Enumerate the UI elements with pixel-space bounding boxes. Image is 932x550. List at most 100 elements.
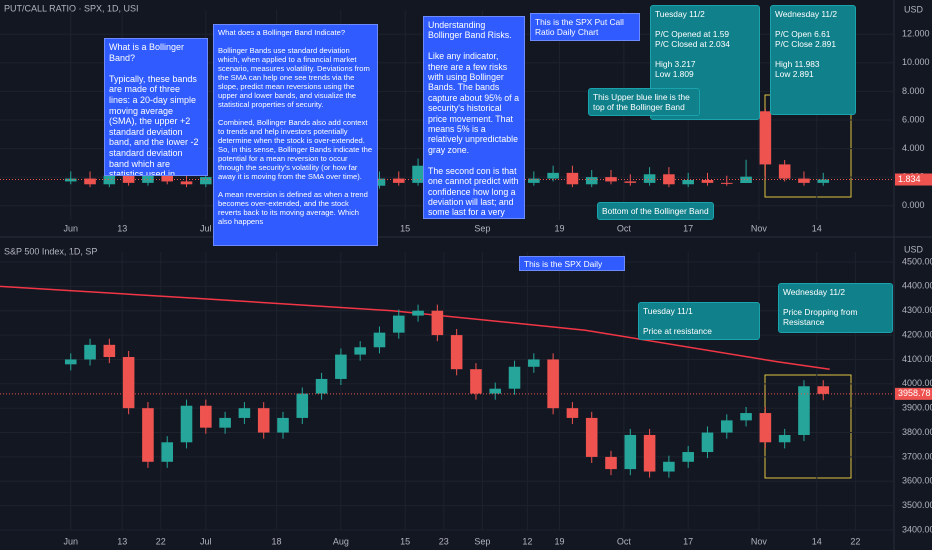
x-tick-label: 13	[117, 536, 127, 546]
x-tick-label: Jul	[200, 536, 212, 546]
x-tick-label: 22	[850, 536, 860, 546]
y-tick-label: 4500.00	[902, 256, 932, 266]
x-tick-label: 18	[272, 536, 282, 546]
candle-body	[142, 408, 154, 462]
candle-body	[663, 461, 675, 472]
candle-body	[470, 369, 482, 394]
candle-body	[64, 359, 77, 365]
candle-body	[161, 171, 174, 182]
x-tick-label: 14	[812, 536, 822, 546]
y-tick-label: 8.000	[902, 86, 925, 96]
candle-body	[682, 452, 694, 462]
candle-body	[373, 178, 386, 186]
x-tick-label: Nov	[751, 223, 768, 233]
x-tick-label: Jul	[200, 223, 212, 233]
candle-body	[817, 386, 830, 394]
x-tick-label: Oct	[617, 536, 632, 546]
candle-body	[720, 420, 733, 433]
candle-body	[682, 180, 694, 185]
candle-body	[643, 174, 656, 183]
x-tick-label: 23	[439, 536, 449, 546]
candle-body	[180, 181, 193, 185]
y-tick-label: 4000.00	[902, 378, 932, 388]
y-tick-label: 12.000	[902, 29, 930, 39]
candle-body	[84, 178, 96, 185]
candle-body	[547, 172, 559, 179]
y-tick-label: 3500.00	[902, 500, 932, 510]
x-tick-label: 15	[400, 223, 410, 233]
y-tick-label: 3700.00	[902, 451, 932, 461]
candle-body	[103, 344, 116, 358]
candle-body	[585, 177, 598, 185]
candle-body	[798, 386, 810, 435]
x-tick-label: Oct	[617, 223, 632, 233]
annotation: What is a Bollinger Band? Typically, the…	[104, 38, 208, 176]
y-tick-label: 10.000	[902, 57, 930, 67]
last-price-tag	[895, 173, 932, 186]
x-tick-label: 19	[555, 536, 565, 546]
candle-body	[431, 310, 444, 336]
candle-body	[740, 176, 752, 183]
pane-title: PUT/CALL RATIO · SPX, 1D, USI	[4, 3, 139, 13]
candle-body	[566, 408, 579, 418]
candle-body	[200, 177, 212, 185]
y-tick-label: 4200.00	[902, 329, 932, 339]
candle-body	[238, 408, 251, 418]
candle-body	[412, 165, 424, 183]
candle-body	[585, 417, 598, 457]
last-price-tag	[895, 387, 932, 400]
x-tick-label: 15	[400, 536, 410, 546]
candle-body	[84, 344, 96, 360]
x-tick-label: 17	[683, 536, 693, 546]
candle-body	[354, 347, 366, 355]
candle-body	[624, 181, 637, 183]
y-tick-label: 4100.00	[902, 354, 932, 364]
annotation: Bottom of the Bollinger Band	[597, 202, 714, 220]
moving-average	[0, 285, 830, 370]
candle-body	[508, 366, 521, 389]
x-tick-label: 22	[156, 536, 166, 546]
candle-body	[778, 434, 791, 443]
candle-body	[605, 177, 617, 182]
annotation: Wednesday 11/2 Price Dropping from Resis…	[778, 283, 893, 333]
candle-body	[489, 388, 502, 394]
candle-body	[335, 354, 347, 379]
candle-body	[740, 413, 752, 421]
y-tick-label: 4300.00	[902, 305, 932, 315]
y-tick-label: 3600.00	[902, 476, 932, 486]
candle-body	[759, 111, 772, 165]
x-tick-label: Jun	[63, 536, 78, 546]
y-tick-label: 4.000	[902, 143, 925, 153]
candle-body	[817, 179, 830, 183]
annotation: This is the SPX Put Call Ratio Daily Cha…	[530, 13, 640, 41]
candle-body	[778, 164, 791, 179]
annotation: What does a Bollinger Band Indicate? Bol…	[213, 24, 378, 246]
y-tick-label: 6.000	[902, 114, 925, 124]
candle-body	[798, 178, 810, 183]
candle-body	[547, 359, 559, 409]
candle-body	[122, 357, 135, 409]
candle-body	[450, 335, 463, 370]
x-tick-label: 12	[522, 536, 532, 546]
candle-body	[142, 171, 154, 183]
candle-body	[296, 393, 309, 418]
candle-body	[720, 182, 733, 184]
y-tick-label: 0.000	[902, 200, 925, 210]
y-tick-label: 3400.00	[902, 524, 932, 534]
x-tick-label: 14	[812, 223, 822, 233]
candle-body	[528, 178, 540, 183]
candle-body	[180, 405, 193, 443]
candle-body	[257, 408, 270, 433]
annotation: Understanding Bollinger Band Risks. Like…	[423, 16, 525, 219]
x-tick-label: Jun	[63, 223, 78, 233]
annotation: This is the SPX Daily Chart	[519, 256, 625, 271]
x-tick-label: Aug	[333, 536, 349, 546]
annotation: Tuesday 11/1 Price at resistance	[638, 302, 760, 340]
candle-body	[103, 175, 116, 185]
candle-body	[219, 417, 231, 428]
marks: 0.0002.0004.0006.0008.00010.00012.000Jun…	[0, 10, 932, 546]
candle-body	[122, 175, 135, 183]
candle-body	[315, 378, 328, 394]
